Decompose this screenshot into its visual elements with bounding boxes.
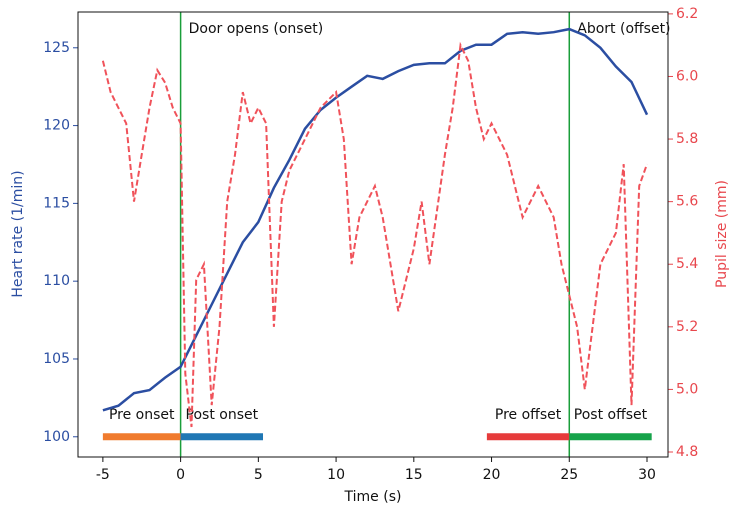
y-tick-label: 110 (43, 273, 70, 289)
x-tick-label: 10 (327, 467, 345, 483)
y2-tick-label: 6.2 (676, 6, 698, 22)
series-line (102, 27, 649, 412)
series-line (101, 41, 648, 428)
y2-tick-label: 5.4 (676, 256, 698, 272)
plot-frame (77, 11, 669, 458)
x-tick-label: 30 (638, 467, 656, 483)
y2-tick-label: 5.8 (676, 131, 698, 147)
interval-label: Pre onset (109, 407, 175, 423)
interval-label: Pre offset (495, 407, 562, 423)
y-tick-label: 120 (43, 118, 70, 134)
x-tick-label: -5 (96, 467, 110, 483)
y-tick-label: 125 (43, 40, 70, 56)
y2-tick-label: 5.6 (676, 194, 698, 210)
y2-axis-label: Pupil size (mm) (714, 180, 730, 288)
y2-tick-label: 6.0 (676, 68, 698, 84)
x-tick-label: 15 (405, 467, 423, 483)
y2-tick-label: 5.2 (676, 319, 698, 335)
x-tick-label: 20 (483, 467, 501, 483)
y-tick-label: 100 (43, 429, 70, 445)
event-label: Abort (offset) (577, 21, 670, 37)
x-axis-label: Time (s) (344, 489, 402, 505)
y-tick-label: 115 (43, 195, 70, 211)
y2-tick-label: 4.8 (676, 444, 698, 460)
x-tick-label: 5 (254, 467, 263, 483)
y-tick-label: 105 (43, 351, 70, 367)
x-tick-label: 0 (176, 467, 185, 483)
interval-label: Post onset (186, 407, 259, 423)
y2-tick-label: 5.0 (676, 381, 698, 397)
x-tick-label: 25 (560, 467, 578, 483)
event-label: Door opens (onset) (189, 21, 324, 37)
interval-label: Post offset (574, 407, 648, 423)
y-axis-label: Heart rate (1/min) (10, 170, 26, 297)
